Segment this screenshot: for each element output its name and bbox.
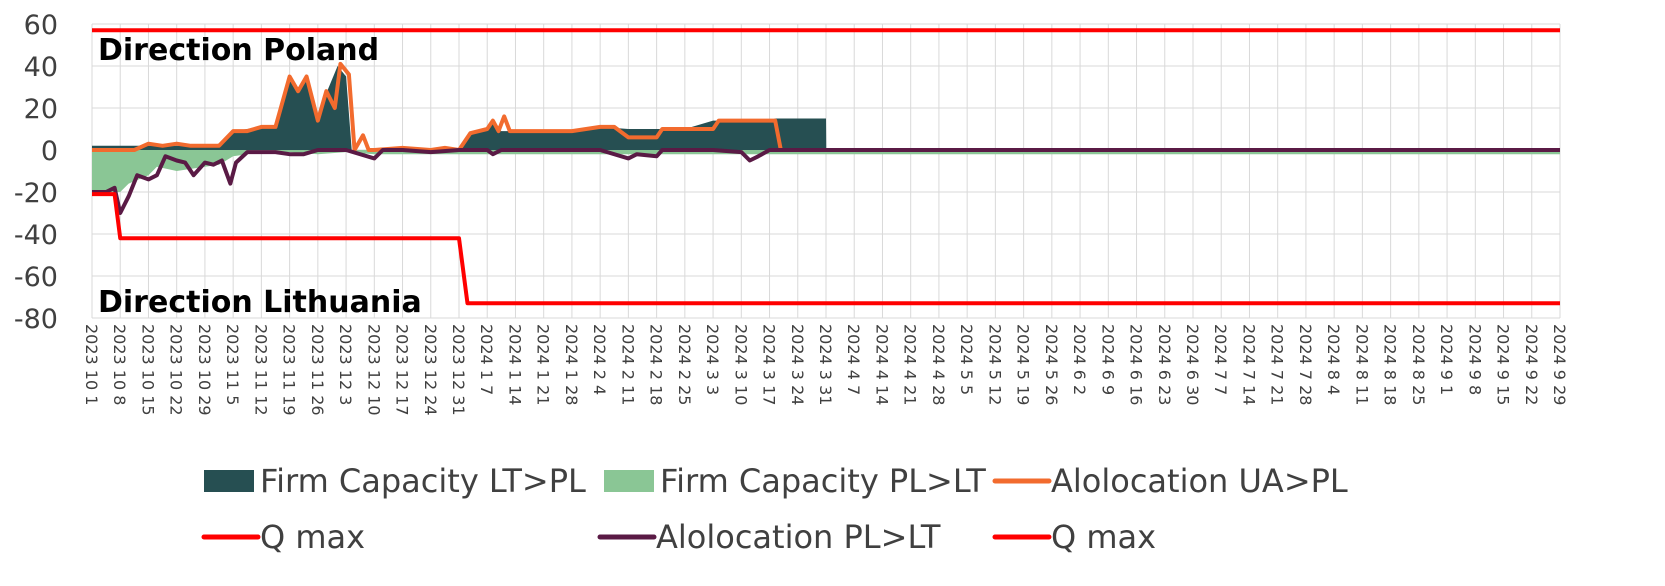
x-tick-label: 2024 1 7: [477, 324, 496, 395]
x-tick-label: 2024 8 4: [1324, 324, 1343, 395]
x-axis: 2023 10 1 2023 10 8 2023 10 15 2023 10 22 20…: [82, 324, 1569, 416]
x-tick-label: 2023 12 31: [449, 324, 468, 416]
x-tick-label: 2024 2 18: [647, 324, 666, 405]
x-tick-label: 2024 1 21: [534, 324, 553, 405]
x-tick-label: 2024 5 12: [985, 324, 1004, 405]
legend-label: Alolocation PL>LT: [656, 518, 941, 556]
y-tick-label: -80: [14, 304, 58, 335]
x-tick-label: 2024 3 24: [788, 324, 807, 405]
y-tick-label: 0: [41, 136, 58, 167]
x-tick-label: 2024 8 11: [1352, 324, 1371, 405]
x-tick-label: 2023 10 29: [195, 324, 214, 416]
x-tick-label: 2024 6 9: [1098, 324, 1117, 395]
x-tick-label: 2024 7 7: [1211, 324, 1230, 395]
x-tick-label: 2024 6 23: [1155, 324, 1174, 405]
x-tick-label: 2023 12 17: [393, 324, 412, 416]
area-firm-capacity-lt-pl: [92, 66, 1560, 150]
x-tick-label: 2024 6 2: [1070, 324, 1089, 395]
legend-swatch: [604, 470, 654, 492]
x-tick-label: 2024 7 21: [1268, 324, 1287, 405]
x-tick-label: 2024 1 14: [505, 324, 524, 405]
x-tick-label: 2023 11 5: [223, 324, 242, 405]
x-tick-label: 2024 5 5: [957, 324, 976, 395]
area-series: [92, 66, 1560, 192]
x-tick-label: 2024 4 14: [872, 324, 891, 405]
y-axis: 60 40 20 0 -20 -40 -60 -80: [14, 10, 58, 335]
legend: Firm Capacity LT>PL Firm Capacity PL>LT Al…: [201, 462, 1348, 556]
line-qmax-lower: [92, 192, 1560, 306]
x-tick-label: 2023 12 3: [336, 324, 355, 405]
legend-label: Firm Capacity LT>PL: [260, 462, 586, 500]
legend-label: Alolocation UA>PL: [1051, 462, 1348, 500]
y-tick-label: -60: [14, 262, 58, 293]
legend-swatch: [204, 470, 254, 492]
y-tick-label: 20: [24, 94, 58, 125]
x-tick-label: 2023 12 10: [364, 324, 383, 416]
grid: [91, 23, 1561, 319]
x-tick-label: 2023 10 22: [167, 324, 186, 416]
line-series: [92, 28, 1560, 306]
x-tick-label: 2023 11 26: [308, 324, 327, 416]
x-tick-label: 2024 3 31: [816, 324, 835, 405]
x-tick-label: 2024 3 3: [703, 324, 722, 395]
x-tick-label: 2024 6 30: [1183, 324, 1202, 405]
x-tick-label: 2024 2 25: [675, 324, 694, 405]
x-tick-label: 2023 12 24: [421, 324, 440, 416]
y-tick-label: -20: [14, 178, 58, 209]
legend-label: Firm Capacity PL>LT: [660, 462, 986, 500]
x-tick-label: 2024 5 19: [1014, 324, 1033, 405]
x-tick-label: 2024 4 28: [929, 324, 948, 405]
x-tick-label: 2023 10 1: [82, 324, 101, 405]
x-tick-label: 2024 9 15: [1494, 324, 1513, 405]
x-tick-label: 2023 10 8: [110, 324, 129, 405]
x-tick-label: 2024 9 1: [1437, 324, 1456, 395]
x-tick-label: 2024 3 17: [760, 324, 779, 405]
x-tick-label: 2024 4 21: [901, 324, 920, 405]
y-tick-label: 40: [24, 52, 58, 83]
x-tick-label: 2024 9 29: [1550, 324, 1569, 405]
annotation-direction-lithuania: Direction Lithuania: [98, 285, 422, 320]
x-tick-label: 2024 2 11: [618, 324, 637, 405]
line-allocation-ua-pl: [92, 61, 1560, 152]
area-firm-capacity-pl-lt: [92, 150, 1560, 192]
annotation-direction-poland: Direction Poland: [98, 33, 379, 68]
x-tick-label: 2024 8 25: [1409, 324, 1428, 405]
x-tick-label: 2024 4 7: [844, 324, 863, 395]
legend-label: Q max: [260, 518, 365, 556]
y-tick-label: -40: [14, 220, 58, 251]
x-tick-label: 2024 8 18: [1381, 324, 1400, 405]
y-tick-label: 60: [24, 10, 58, 41]
line-allocation-pl-lt: [92, 148, 1560, 215]
x-tick-label: 2024 3 10: [731, 324, 750, 405]
x-tick-label: 2024 6 16: [1127, 324, 1146, 405]
x-tick-label: 2024 5 26: [1042, 324, 1061, 405]
x-tick-label: 2024 1 28: [562, 324, 581, 405]
x-tick-label: 2023 11 12: [251, 324, 270, 416]
x-tick-label: 2024 9 8: [1465, 324, 1484, 395]
x-tick-label: 2023 11 19: [280, 324, 299, 416]
legend-label: Q max: [1051, 518, 1156, 556]
x-tick-label: 2024 7 28: [1296, 324, 1315, 405]
x-tick-label: 2024 2 4: [590, 324, 609, 395]
x-tick-label: 2024 7 14: [1239, 324, 1258, 405]
x-tick-label: 2024 9 22: [1522, 324, 1541, 405]
x-tick-label: 2023 10 15: [138, 324, 157, 416]
